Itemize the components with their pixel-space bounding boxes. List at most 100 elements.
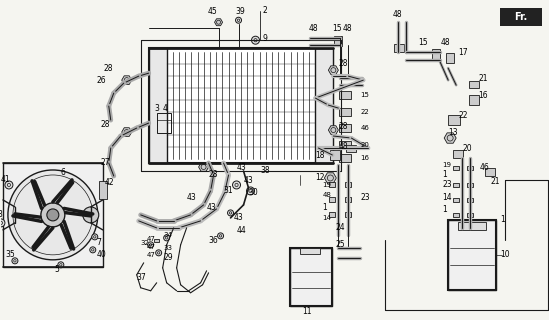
Bar bbox=[467, 183, 473, 187]
Circle shape bbox=[12, 258, 18, 264]
Text: 37: 37 bbox=[137, 273, 147, 282]
Text: 28: 28 bbox=[338, 122, 348, 131]
Text: 16: 16 bbox=[478, 91, 488, 100]
Bar bbox=[446, 53, 454, 63]
Text: 7: 7 bbox=[97, 238, 102, 247]
Bar bbox=[300, 248, 321, 254]
Text: 28: 28 bbox=[101, 120, 110, 129]
Text: 12: 12 bbox=[315, 173, 325, 182]
Text: 32: 32 bbox=[141, 240, 149, 246]
Text: 1: 1 bbox=[442, 205, 447, 214]
Bar bbox=[469, 95, 479, 105]
Circle shape bbox=[156, 250, 161, 256]
Bar bbox=[290, 248, 332, 306]
Circle shape bbox=[148, 242, 154, 248]
Polygon shape bbox=[215, 19, 222, 26]
Text: 47: 47 bbox=[147, 236, 155, 242]
Bar bbox=[453, 166, 459, 170]
Text: 43: 43 bbox=[187, 193, 197, 203]
Bar bbox=[154, 239, 159, 242]
Text: 44: 44 bbox=[237, 226, 247, 236]
Bar bbox=[149, 48, 333, 163]
Text: 19: 19 bbox=[442, 162, 451, 168]
Bar bbox=[458, 222, 486, 230]
Text: 48: 48 bbox=[440, 38, 450, 47]
Bar bbox=[329, 212, 335, 217]
Circle shape bbox=[247, 187, 255, 195]
Circle shape bbox=[236, 17, 242, 23]
Text: 10: 10 bbox=[500, 250, 509, 259]
Text: 1: 1 bbox=[442, 171, 447, 180]
Text: 38: 38 bbox=[260, 166, 270, 175]
Polygon shape bbox=[328, 126, 338, 134]
Text: 28: 28 bbox=[338, 59, 348, 68]
Text: 1: 1 bbox=[322, 204, 327, 212]
Text: 14: 14 bbox=[322, 215, 331, 221]
Text: 21: 21 bbox=[478, 74, 488, 83]
Text: 26: 26 bbox=[97, 76, 107, 84]
Bar bbox=[329, 197, 335, 203]
Circle shape bbox=[8, 170, 98, 260]
Bar bbox=[334, 36, 343, 46]
Text: 22: 22 bbox=[458, 111, 468, 120]
Polygon shape bbox=[328, 66, 338, 75]
Text: 43: 43 bbox=[237, 164, 247, 172]
Bar bbox=[346, 145, 356, 151]
Polygon shape bbox=[122, 76, 132, 84]
Bar bbox=[453, 150, 463, 158]
Circle shape bbox=[251, 36, 260, 44]
Circle shape bbox=[41, 203, 65, 227]
Bar bbox=[453, 198, 459, 202]
Text: 42: 42 bbox=[105, 179, 114, 188]
Text: 24: 24 bbox=[335, 223, 345, 232]
Bar bbox=[3, 163, 103, 267]
Polygon shape bbox=[122, 128, 132, 136]
Text: Fr.: Fr. bbox=[514, 12, 528, 22]
Text: 48: 48 bbox=[338, 141, 348, 150]
Circle shape bbox=[217, 233, 223, 239]
Text: 3: 3 bbox=[155, 104, 160, 113]
Text: 23: 23 bbox=[442, 180, 452, 189]
Text: 48: 48 bbox=[393, 10, 402, 19]
Bar bbox=[345, 197, 351, 203]
Circle shape bbox=[164, 235, 170, 241]
Text: 29: 29 bbox=[164, 253, 173, 262]
Text: 39: 39 bbox=[236, 7, 245, 16]
Text: 16: 16 bbox=[360, 155, 369, 161]
Bar bbox=[467, 166, 473, 170]
Bar bbox=[339, 108, 351, 116]
Text: 28: 28 bbox=[104, 64, 113, 73]
Text: 25: 25 bbox=[335, 240, 345, 249]
Text: 15: 15 bbox=[418, 38, 428, 47]
Text: 1: 1 bbox=[500, 215, 505, 224]
Bar bbox=[339, 124, 351, 132]
Bar bbox=[467, 213, 473, 217]
Circle shape bbox=[90, 247, 96, 253]
Text: 48: 48 bbox=[322, 192, 331, 198]
Text: 36: 36 bbox=[209, 236, 219, 245]
Text: 48: 48 bbox=[309, 24, 318, 33]
Text: 15: 15 bbox=[360, 92, 369, 98]
Bar bbox=[149, 48, 167, 163]
Bar bbox=[329, 182, 335, 188]
Bar bbox=[448, 115, 460, 125]
Text: 20: 20 bbox=[462, 144, 472, 153]
Text: 48: 48 bbox=[343, 24, 352, 33]
Bar bbox=[500, 8, 542, 26]
Text: 22: 22 bbox=[360, 109, 369, 115]
Bar bbox=[339, 91, 351, 99]
Polygon shape bbox=[199, 163, 209, 171]
Text: 15: 15 bbox=[332, 24, 342, 33]
Text: 23: 23 bbox=[360, 193, 370, 203]
Text: 43: 43 bbox=[233, 213, 243, 222]
Text: 35: 35 bbox=[5, 250, 15, 259]
Circle shape bbox=[83, 207, 99, 223]
Circle shape bbox=[0, 219, 5, 227]
Bar bbox=[453, 213, 459, 217]
Bar bbox=[315, 48, 333, 163]
Text: 41: 41 bbox=[1, 175, 10, 184]
Text: 31: 31 bbox=[223, 187, 233, 196]
Circle shape bbox=[233, 181, 240, 189]
Text: 46: 46 bbox=[360, 125, 369, 131]
Bar bbox=[330, 150, 340, 160]
